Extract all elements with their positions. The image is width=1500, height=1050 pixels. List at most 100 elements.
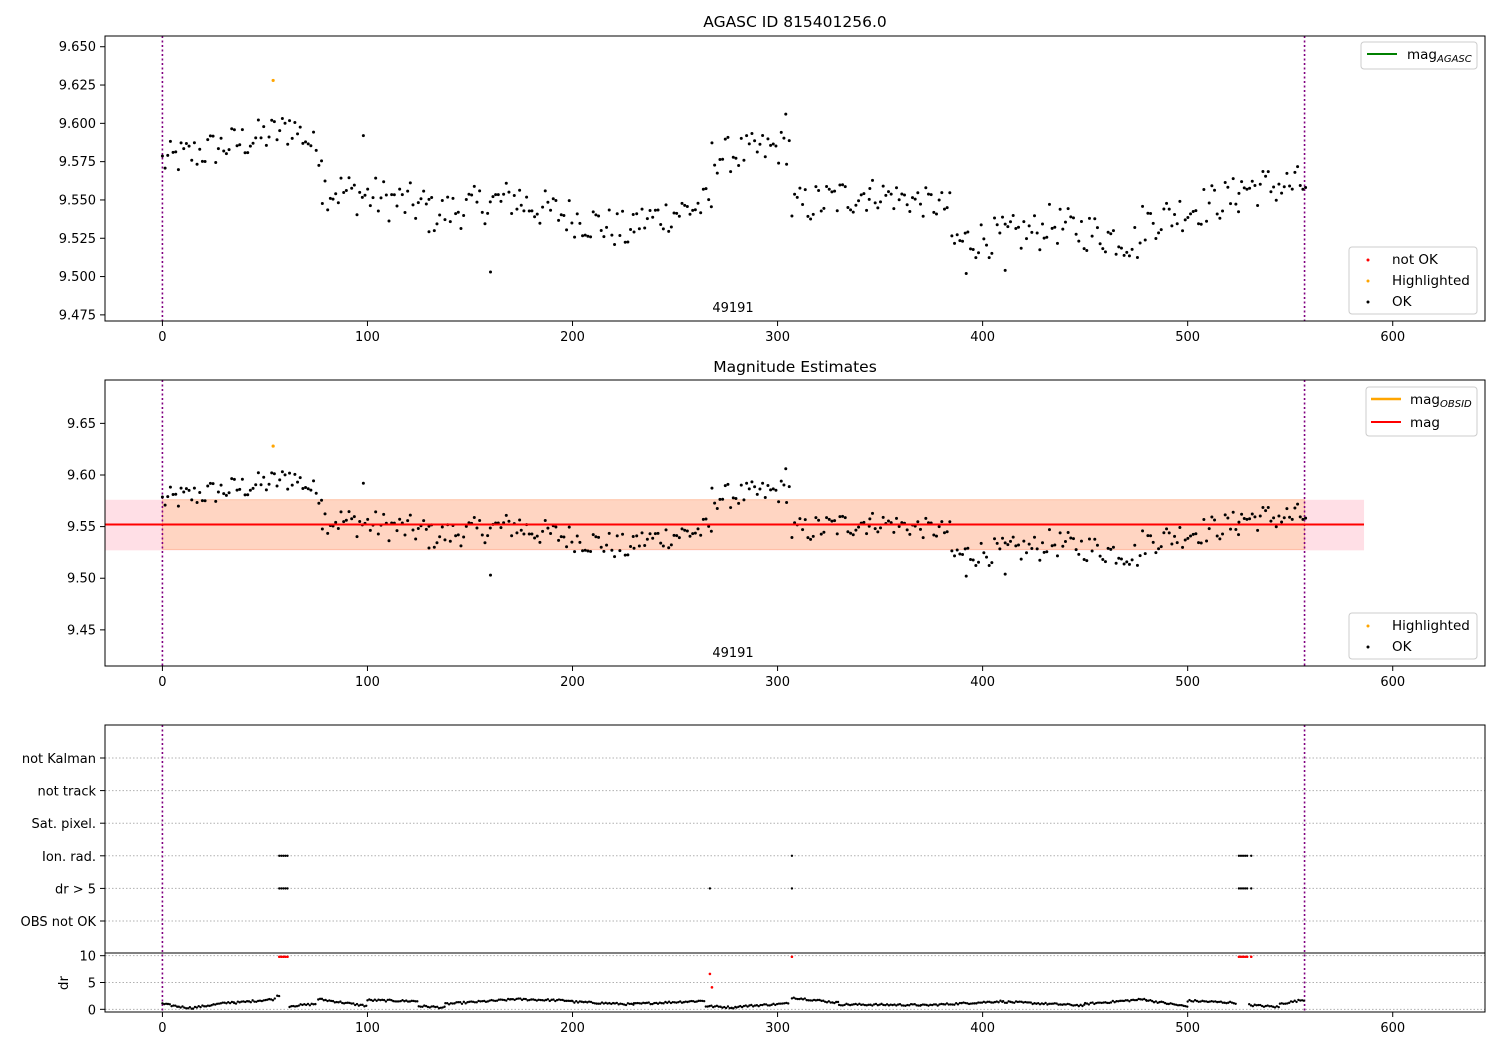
dr-point xyxy=(858,1002,861,1005)
ok-point xyxy=(1167,207,1171,211)
dr-point xyxy=(1216,1000,1219,1004)
dr-point xyxy=(166,1002,170,1006)
ok-point xyxy=(382,512,386,516)
ok-point xyxy=(1030,230,1034,234)
ok-point xyxy=(557,218,561,222)
dr-tick-label: 5 xyxy=(88,977,96,992)
ok-point xyxy=(518,518,522,522)
ok-point xyxy=(1058,207,1062,211)
dr-point xyxy=(172,1004,175,1007)
ok-point xyxy=(1014,544,1018,548)
ok-point xyxy=(486,534,490,538)
ok-point xyxy=(691,532,695,536)
ok-point xyxy=(203,499,207,503)
dr-point xyxy=(244,1000,247,1004)
ok-point xyxy=(1003,541,1007,545)
ok-point xyxy=(589,235,593,239)
dr-point xyxy=(699,999,702,1002)
dr-point xyxy=(188,1006,192,1009)
ok-point xyxy=(1280,520,1284,524)
dr-point xyxy=(602,1002,606,1005)
dr-point xyxy=(643,1001,647,1005)
ok-point xyxy=(1061,227,1065,231)
dr-point xyxy=(269,998,273,1001)
ok-point xyxy=(753,139,757,143)
ok-point xyxy=(672,533,676,537)
dr-point xyxy=(1217,1000,1221,1004)
ok-point xyxy=(326,208,330,212)
ok-point xyxy=(1282,516,1286,520)
dr-point xyxy=(973,1002,976,1005)
ok-point xyxy=(384,193,388,197)
dr-point xyxy=(232,1001,236,1005)
dr-point xyxy=(331,999,335,1003)
dr-point xyxy=(755,1004,759,1007)
ok-point xyxy=(985,555,989,559)
dr-point xyxy=(865,1004,868,1007)
dr-point xyxy=(432,1005,435,1008)
dr-point xyxy=(219,1002,223,1005)
dr-point xyxy=(249,1001,252,1004)
ok-point xyxy=(1040,222,1044,226)
ok-point xyxy=(264,488,268,492)
ok-point xyxy=(1003,222,1007,226)
ok-point xyxy=(317,501,321,505)
ok-point xyxy=(838,183,842,187)
dr-point xyxy=(1053,1002,1057,1005)
ok-point xyxy=(522,209,526,213)
x-tick-label: 400 xyxy=(970,675,995,690)
dr-point xyxy=(277,994,281,998)
dr-point xyxy=(1020,1000,1023,1003)
ok-point xyxy=(416,526,420,530)
ok-point xyxy=(525,195,529,199)
ok-point xyxy=(208,481,212,485)
ok-point xyxy=(1248,517,1252,521)
ok-point xyxy=(873,201,877,205)
ok-point xyxy=(685,204,689,208)
dr-point xyxy=(318,997,322,1001)
dr-point xyxy=(854,1002,857,1006)
ok-point xyxy=(438,213,442,217)
ok-point xyxy=(1197,222,1201,226)
ok-point xyxy=(677,536,681,540)
ok-point xyxy=(272,120,276,124)
dr-point xyxy=(653,1001,656,1005)
dr-point xyxy=(1042,1002,1045,1006)
dr-point xyxy=(503,998,506,1002)
dr-flagged-point xyxy=(1249,955,1253,959)
ok-point xyxy=(486,211,490,215)
ok-point xyxy=(685,529,689,533)
dr-point xyxy=(869,1003,872,1006)
y-tick-label: 9.500 xyxy=(59,270,96,285)
dr-point xyxy=(1109,1001,1113,1004)
dr-point xyxy=(958,1001,962,1005)
ok-point xyxy=(1082,247,1086,251)
ok-point xyxy=(1027,224,1031,228)
ok-point xyxy=(368,204,372,208)
ok-point xyxy=(1304,516,1308,520)
dr-flagged-point xyxy=(1243,955,1247,959)
ok-point xyxy=(971,558,975,562)
ok-point xyxy=(814,516,818,520)
ok-point xyxy=(1194,209,1198,213)
dr-point xyxy=(801,998,805,1001)
ok-point xyxy=(841,183,845,187)
ok-point xyxy=(626,553,630,557)
ok-point xyxy=(664,528,668,532)
ok-point xyxy=(704,517,708,521)
ok-point xyxy=(174,150,178,154)
dr-point xyxy=(682,1001,686,1004)
ok-point xyxy=(726,135,730,139)
dr-point xyxy=(1009,1000,1012,1004)
ok-point xyxy=(998,547,1002,551)
ok-point xyxy=(1011,535,1015,539)
ok-point xyxy=(862,520,866,524)
dr-point xyxy=(1011,1001,1014,1004)
dr-point xyxy=(1014,1000,1018,1003)
dr-point xyxy=(805,998,808,1002)
ok-point xyxy=(1165,527,1169,531)
ok-point xyxy=(1210,515,1214,519)
y-tick-label: 9.65 xyxy=(67,417,96,432)
ok-point xyxy=(171,150,175,154)
ok-point xyxy=(688,212,692,216)
